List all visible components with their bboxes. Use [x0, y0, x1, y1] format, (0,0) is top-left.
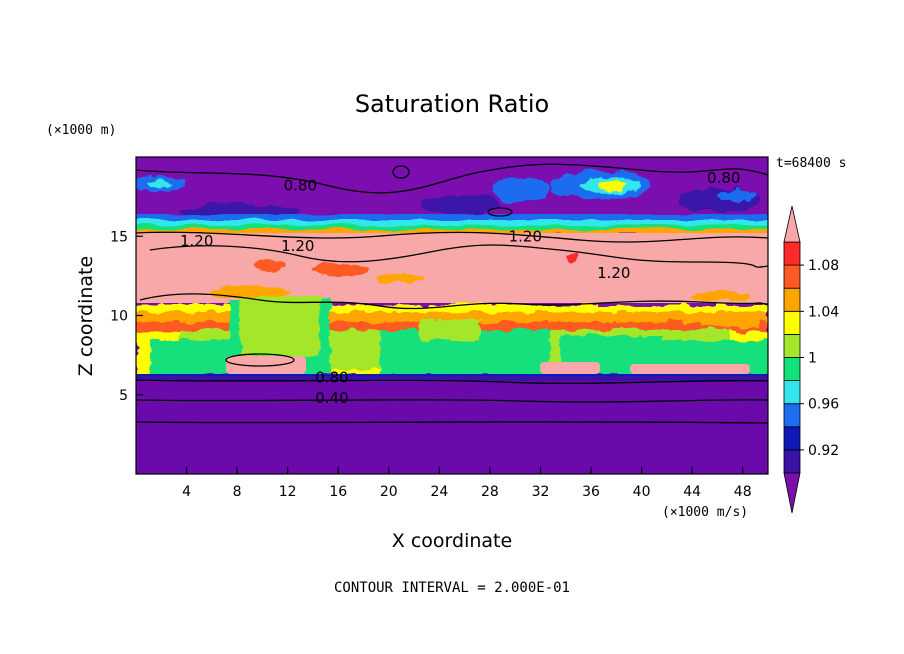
x-tick-label: 16: [329, 484, 347, 500]
x-tick-label: 44: [683, 484, 701, 500]
x-tick-label: 40: [633, 484, 651, 500]
colorbar-cell: [783, 403, 801, 428]
contour-label: 1.20: [281, 237, 314, 255]
x-tick-label: 8: [233, 484, 242, 500]
x-unit-label: (×1000 m/s): [662, 505, 748, 520]
x-tick-label: 24: [430, 484, 448, 500]
colorbar-cell: [783, 310, 801, 335]
x-tick-label: 32: [532, 484, 550, 500]
contour-interval-label: CONTOUR INTERVAL = 2.000E-01: [334, 580, 570, 596]
colorbar-under-arrow: [783, 472, 801, 514]
contour-label: 0.80: [284, 177, 317, 195]
colorbar-label: 1: [808, 351, 817, 367]
contour-label: 0.80: [707, 169, 740, 187]
y-tick-label: 5: [119, 388, 128, 404]
colorbar-cell: [783, 380, 801, 405]
y-unit-label: (×1000 m): [46, 123, 116, 138]
colorbar-label: 1.04: [808, 304, 839, 320]
y-tick-label: 10: [110, 309, 128, 325]
colorbar-cell: [783, 449, 801, 474]
contour-label: 1.20: [180, 232, 213, 250]
colorbar: 1.08 1.04 1 0.96 0.92: [783, 205, 839, 514]
colorbar-cell: [783, 357, 801, 382]
colorbar-over-arrow: [783, 205, 801, 243]
x-axis-title: X coordinate: [392, 530, 512, 552]
colorbar-label: 0.92: [808, 443, 839, 459]
heatmap-field: [136, 157, 768, 474]
x-tick-label: 36: [582, 484, 600, 500]
y-tick-label: 15: [110, 229, 128, 245]
x-tick-label: 48: [734, 484, 752, 500]
contour-label: 0.40: [315, 389, 348, 407]
x-axis-ticks: 4 8 12 16 20 24 28 32 36 40 44 48: [182, 467, 752, 500]
contour-label: 1.20: [597, 264, 630, 282]
colorbar-cell: [783, 264, 801, 289]
x-tick-label: 28: [481, 484, 499, 500]
x-tick-label: 20: [380, 484, 398, 500]
colorbar-cell: [783, 241, 801, 266]
x-tick-label: 12: [279, 484, 297, 500]
colorbar-label: 1.08: [808, 258, 839, 274]
colorbar-cell: [783, 426, 801, 451]
y-axis-ticks: 5 10 15: [110, 229, 143, 404]
chart-title: Saturation Ratio: [355, 90, 549, 118]
contour-label: 0.80: [315, 368, 348, 386]
contour-labels: 0.80 0.80 1.20 1.20 1.20 1.20 0.80 0.40: [180, 169, 740, 407]
colorbar-cell: [783, 333, 801, 358]
x-tick-label: 4: [182, 484, 191, 500]
y-axis-title: Z coordinate: [75, 256, 97, 376]
time-label: t=68400 s: [776, 156, 846, 171]
colorbar-label: 0.96: [808, 397, 839, 413]
colorbar-cell: [783, 287, 801, 312]
contour-label: 1.20: [509, 227, 542, 245]
